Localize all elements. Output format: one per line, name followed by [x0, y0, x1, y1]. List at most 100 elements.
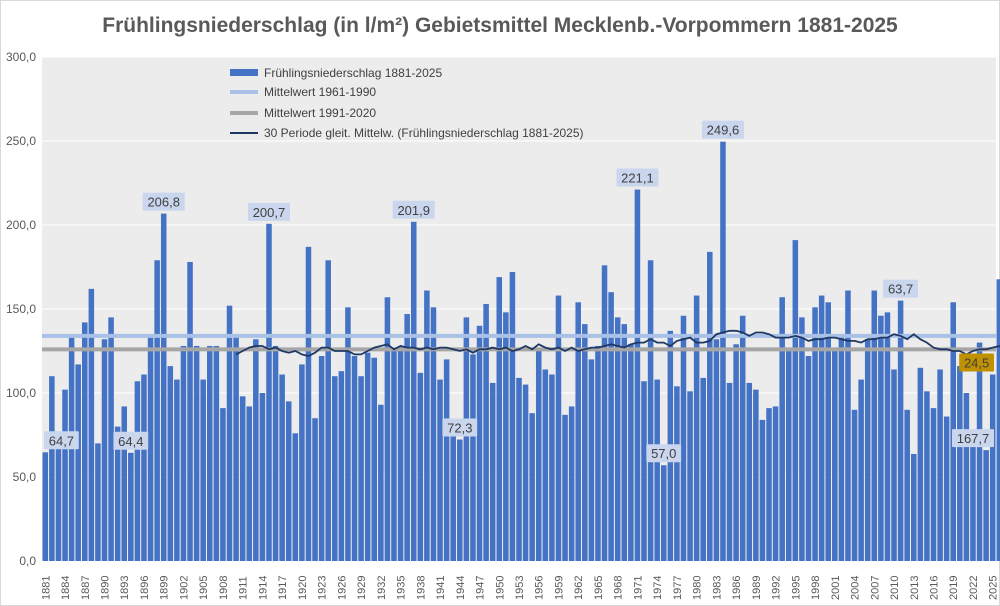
- bar-1921: [305, 246, 312, 561]
- x-tick-label: 1920: [297, 576, 309, 600]
- bar-2026: [996, 279, 1000, 561]
- bar-1888: [88, 288, 95, 561]
- bar-1984: [720, 141, 726, 561]
- data-label-1894: 64,4: [113, 431, 149, 450]
- bar-1933: [384, 297, 391, 561]
- bar-1995: [792, 240, 799, 561]
- x-tick-label: 2004: [850, 576, 862, 600]
- bar-1936: [404, 314, 410, 561]
- bar-1909: [226, 305, 233, 561]
- bar-1972: [641, 381, 647, 561]
- x-tick-label: 1965: [593, 576, 605, 600]
- data-label-1984: 249,6: [701, 120, 744, 139]
- x-tick-label: 1995: [790, 576, 802, 600]
- bar-1884: [62, 389, 68, 561]
- bar-1926: [338, 371, 345, 561]
- bar-2016: [930, 408, 937, 561]
- bar-2022: [970, 436, 976, 561]
- legend-label-moving-average: 30 Periode gleit. Mittelw. (Frühlingsnie…: [264, 126, 584, 140]
- bar-1923: [318, 356, 325, 561]
- bar-2006: [864, 339, 871, 561]
- bar-1912: [246, 406, 253, 561]
- bar-1967: [608, 292, 614, 561]
- x-tick-label: 2016: [928, 576, 940, 600]
- bar-1938: [417, 372, 424, 561]
- data-label-box: [142, 192, 185, 211]
- bar-1883: [55, 446, 62, 561]
- data-label-box: [392, 200, 435, 219]
- x-tick-label: 1887: [80, 576, 92, 600]
- bar-2010: [891, 369, 897, 561]
- data-label-box: [616, 168, 659, 187]
- bar-1931: [371, 357, 378, 561]
- bar-1895: [134, 381, 141, 561]
- bar-1907: [213, 345, 220, 561]
- data-label-box: [113, 431, 149, 450]
- data-label-text: 24,5: [964, 356, 989, 371]
- bar-1958: [549, 374, 555, 561]
- bar-1999: [818, 295, 825, 561]
- y-tick-label: 250,0: [6, 134, 36, 148]
- bar-1900: [167, 366, 174, 561]
- x-tick-label: 2019: [948, 576, 960, 600]
- bar-1989: [753, 389, 759, 561]
- bar-1966: [601, 265, 608, 561]
- data-label-1975: 57,0: [646, 444, 682, 463]
- bar-1978: [680, 315, 687, 561]
- bar-1947: [476, 325, 483, 561]
- y-tick-label: 50,0: [13, 470, 37, 484]
- bar-1949: [489, 382, 496, 561]
- data-label-text: 64,7: [49, 433, 74, 448]
- x-tick-label: 2022: [968, 576, 980, 600]
- bar-1987: [739, 315, 746, 561]
- x-tick-label: 1986: [731, 576, 743, 600]
- legend-label-bars: Frühlingsniederschlag 1881-2025: [264, 66, 442, 80]
- x-tick-label: 1968: [613, 576, 625, 600]
- bar-2001: [832, 347, 838, 561]
- data-label-text: 206,8: [147, 195, 180, 210]
- bar-2015: [924, 391, 930, 561]
- x-tick-label: 1998: [810, 576, 822, 600]
- y-tick-label: 100,0: [6, 386, 36, 400]
- bar-1898: [154, 260, 160, 561]
- legend-label-mean-1961-1990: Mittelwert 1961-1990: [264, 85, 376, 99]
- bar-1992: [772, 406, 779, 561]
- bar-2004: [851, 409, 858, 561]
- bar-1985: [726, 382, 733, 561]
- bar-1918: [285, 401, 292, 561]
- bar-1952: [509, 272, 516, 561]
- legend-label-mean-1991-2020: Mittelwert 1991-2020: [264, 106, 376, 120]
- bar-1882: [49, 376, 55, 561]
- bar-1881: [42, 452, 49, 561]
- data-label-1944: 72,3: [442, 418, 478, 437]
- bar-series: [42, 141, 1000, 562]
- data-label-text: 72,3: [447, 421, 472, 436]
- bar-1905: [200, 379, 206, 561]
- bar-1951: [503, 312, 509, 561]
- bar-1927: [345, 307, 351, 561]
- bar-2024: [983, 450, 989, 561]
- bar-1991: [766, 408, 772, 561]
- bar-1979: [687, 391, 693, 561]
- moving-average-line: [235, 329, 1000, 357]
- y-tick-label: 300,0: [6, 50, 36, 64]
- bar-1993: [779, 297, 785, 561]
- x-tick-label: 1959: [553, 576, 565, 600]
- bar-1963: [582, 324, 588, 561]
- bar-1964: [588, 359, 595, 561]
- x-tick-label: 1944: [455, 576, 467, 600]
- x-tick-label: 1917: [277, 576, 289, 600]
- bar-1961: [568, 406, 575, 561]
- bar-1997: [805, 356, 812, 561]
- data-label-text: 57,0: [651, 446, 676, 461]
- bar-1889: [95, 443, 101, 561]
- bar-1919: [292, 433, 299, 561]
- bar-1946: [470, 354, 476, 561]
- bar-1924: [325, 260, 331, 561]
- x-tick-label: 2007: [869, 576, 881, 600]
- bar-1925: [332, 376, 338, 561]
- x-tick-label: 1929: [356, 576, 368, 600]
- bar-2009: [884, 312, 891, 561]
- x-tick-label: 1923: [317, 576, 329, 600]
